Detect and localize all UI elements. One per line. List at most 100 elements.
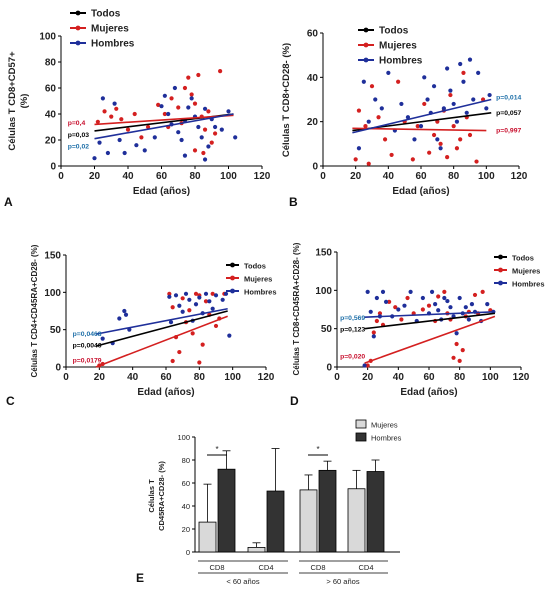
y-axis-title-2: CD45RA+CD28- (%)	[157, 461, 166, 531]
point-mujeres	[176, 105, 181, 110]
fit-line-hombres	[95, 307, 228, 335]
point-mujeres	[389, 152, 394, 158]
point-mujeres	[467, 132, 473, 138]
fit-line-hombres	[364, 311, 495, 318]
point-hombres	[100, 96, 105, 101]
y-tick-label: 40	[45, 110, 57, 121]
point-mujeres	[426, 303, 432, 308]
legend-label-mujeres: Mujeres	[244, 275, 272, 284]
x-tick-label: 0	[334, 372, 340, 383]
x-tick-label: 0	[58, 171, 64, 182]
legend-label-todos: Todos	[379, 26, 409, 37]
point-hombres	[177, 303, 182, 308]
point-hombres	[173, 293, 179, 298]
x-tick-label: 60	[160, 372, 172, 383]
point-hombres	[196, 124, 201, 130]
point-mujeres	[187, 308, 192, 313]
legend-label-hombres: Hombres	[91, 39, 135, 50]
point-hombres	[361, 79, 366, 84]
point-mujeres	[95, 119, 100, 124]
bar-mujeres	[247, 547, 266, 553]
fit-line-mujeres	[94, 114, 234, 126]
point-hombres	[92, 156, 97, 161]
x-tick-label: 120	[254, 171, 271, 182]
point-hombres	[112, 101, 117, 106]
point-hombres	[159, 104, 164, 109]
point-mujeres	[146, 124, 151, 130]
point-mujeres	[436, 294, 441, 299]
point-hombres	[172, 85, 177, 91]
point-mujeres	[445, 155, 450, 160]
p-value-todos: p=0,057	[496, 110, 521, 117]
point-mujeres	[393, 305, 398, 310]
legend-label-mujeres: Mujeres	[91, 24, 129, 35]
point-mujeres	[132, 111, 137, 117]
y-tick-label: 50	[50, 325, 62, 336]
point-hombres	[471, 97, 476, 102]
point-hombres	[458, 61, 463, 67]
y-tick-label: 20	[45, 136, 57, 147]
category-label: CD8	[310, 563, 325, 572]
point-mujeres	[420, 307, 425, 312]
legend-marker-mujeres	[75, 25, 81, 31]
point-hombres	[176, 130, 181, 135]
legend-label-mujeres: Mujeres	[379, 41, 417, 52]
legend-label-hombres: Hombres	[371, 434, 402, 443]
point-mujeres	[125, 127, 131, 132]
point-hombres	[203, 291, 209, 296]
category-label: CD4	[258, 563, 273, 572]
point-hombres	[418, 124, 424, 129]
point-mujeres	[197, 360, 202, 365]
point-hombres	[373, 97, 378, 102]
point-hombres	[476, 70, 481, 75]
point-mujeres	[109, 114, 114, 119]
x-tick-label: 20	[362, 372, 374, 383]
point-mujeres	[431, 132, 437, 138]
y-tick-label: 50	[321, 324, 333, 335]
point-mujeres	[480, 289, 485, 294]
panel-letter-b: B	[289, 195, 298, 209]
point-hombres	[435, 137, 440, 142]
point-mujeres	[460, 348, 465, 353]
point-hombres	[383, 299, 389, 304]
point-hombres	[461, 79, 466, 84]
point-mujeres	[189, 92, 194, 97]
x-tick-label: 20	[94, 372, 106, 383]
x-tick-label: 100	[482, 372, 499, 383]
point-hombres	[97, 140, 102, 145]
point-hombres	[233, 135, 238, 140]
x-tick-label: 40	[122, 171, 134, 182]
point-hombres	[368, 309, 373, 314]
point-mujeres	[451, 355, 456, 360]
point-hombres	[445, 298, 450, 304]
bar-mujeres	[347, 488, 366, 553]
point-hombres	[180, 309, 185, 314]
point-hombres	[487, 92, 492, 98]
point-hombres	[441, 106, 446, 111]
point-hombres	[380, 289, 386, 294]
point-hombres	[454, 331, 459, 336]
point-mujeres	[193, 291, 199, 296]
point-mujeres	[365, 363, 370, 368]
y-tick-label: 0	[326, 363, 332, 374]
point-mujeres	[213, 323, 219, 329]
x-tick-label: 20	[350, 171, 362, 182]
panel-d: 0 20 40 60 80 100 120 0 50 100 150 Edad (años) Célul…	[292, 242, 545, 398]
point-mujeres	[156, 102, 161, 107]
point-mujeres	[461, 70, 466, 75]
point-mujeres	[438, 141, 443, 146]
x-tick-label: 80	[189, 171, 201, 182]
bar-mujeres	[198, 521, 217, 553]
bar-hombres	[318, 469, 337, 553]
point-hombres	[464, 110, 469, 115]
panel-a: 0 20 40 60 80 100 120 0 20 40 60 80 100 Edad (años) Cé…	[7, 9, 271, 198]
point-hombres	[123, 312, 129, 317]
point-mujeres	[102, 109, 107, 114]
point-mujeres	[170, 358, 175, 364]
legend-marker-hombres	[363, 57, 369, 63]
x-tick-label: 80	[194, 372, 206, 383]
y-tick-label: 80	[182, 456, 190, 465]
point-hombres	[187, 297, 192, 302]
y-tick-label: 0	[50, 162, 56, 173]
fit-line-mujeres	[352, 127, 487, 132]
